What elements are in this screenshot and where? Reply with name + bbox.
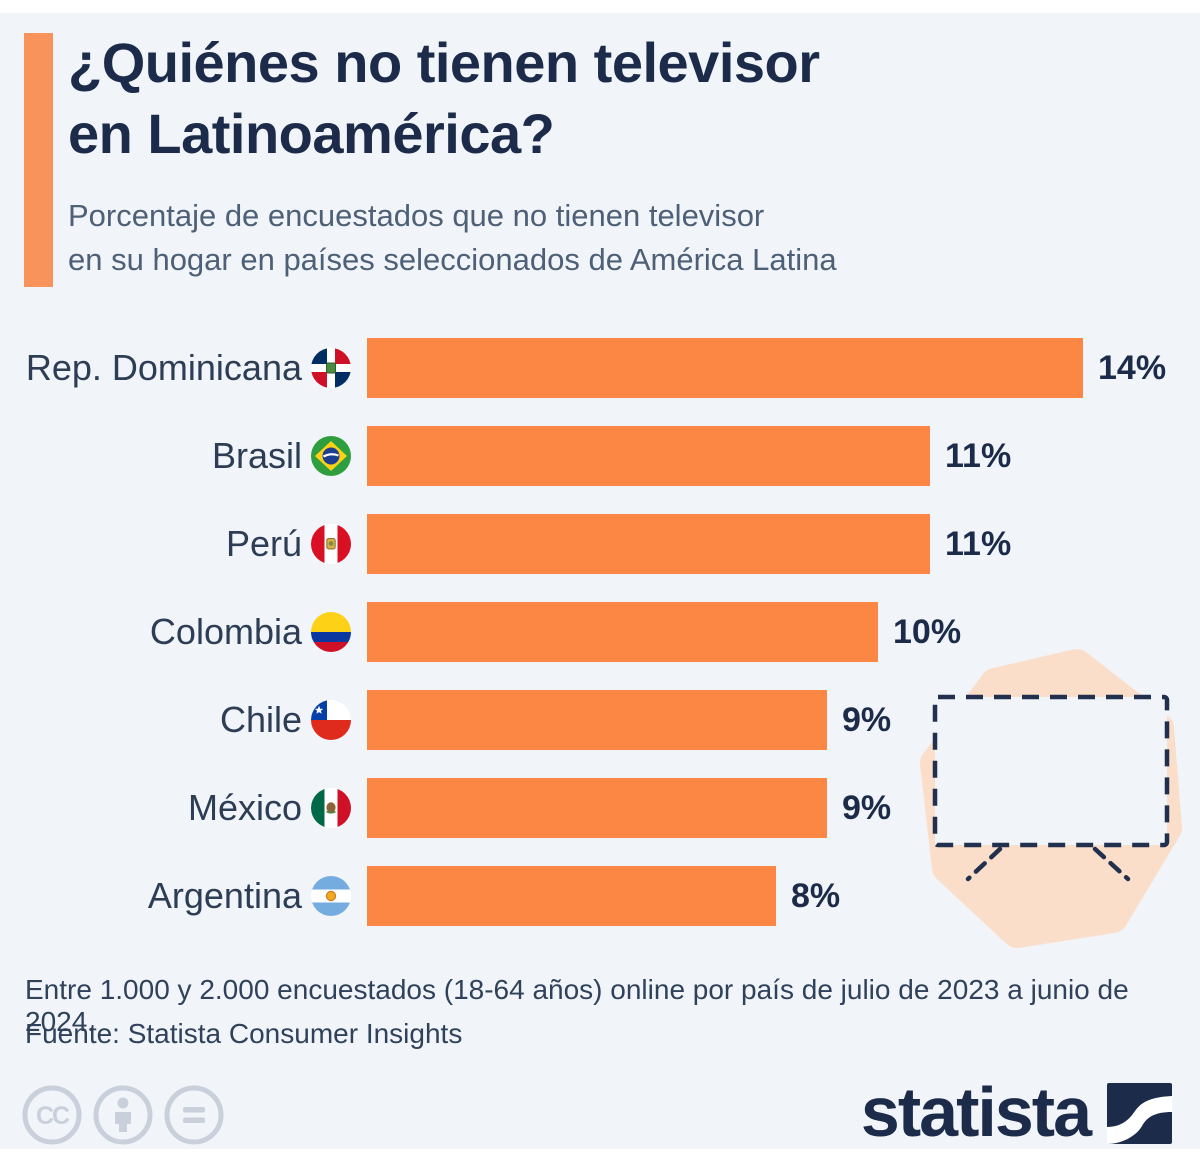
value-label: 9%	[842, 788, 892, 827]
value-bar	[367, 426, 930, 486]
country-label-group: Perú	[0, 523, 351, 565]
chart-subtitle: Porcentaje de encuestados que no tienen …	[68, 194, 837, 282]
country-label: Brasil	[211, 435, 302, 476]
chile-flag-icon	[311, 700, 351, 740]
license-icons: CC	[21, 1084, 225, 1146]
top-margin	[0, 0, 1200, 13]
country-label: Rep. Dominicana	[25, 347, 302, 388]
dominican-republic-flag-icon	[311, 348, 351, 388]
survey-note: Entre 1.000 y 2.000 encuestados (18-64 a…	[25, 974, 1129, 1037]
country-label: México	[187, 787, 302, 828]
country-label-group: Colombia	[0, 611, 351, 653]
chart-row: Rep. Dominicana 14%	[0, 324, 1200, 412]
bottom-margin	[0, 1149, 1200, 1155]
value-bar	[367, 778, 827, 838]
country-label: Argentina	[147, 875, 302, 916]
value-bar	[367, 866, 776, 926]
tv-illustration	[920, 649, 1182, 948]
brazil-flag-icon	[311, 436, 351, 476]
value-bar	[367, 690, 827, 750]
chart-row: México 9%	[0, 764, 1200, 852]
country-label: Perú	[225, 523, 302, 564]
subtitle-line-2: en su hogar en países seleccionados de A…	[68, 242, 837, 278]
value-label: 11%	[945, 524, 1012, 563]
statista-logo: statista	[860, 1073, 1172, 1152]
chart-row: Chile 9%	[0, 676, 1200, 764]
title-line-2: en Latinoamérica?	[68, 101, 555, 165]
value-label: 8%	[791, 876, 841, 915]
country-label-group: México	[0, 787, 351, 829]
attribution-icon	[93, 1085, 153, 1145]
bar-chart: Rep. Dominicana 14% Brasil 11% Perú 11% Colomb…	[0, 324, 1200, 940]
country-label: Colombia	[149, 611, 302, 652]
chart-row: Brasil 11%	[0, 412, 1200, 500]
statista-logo-mark	[1107, 1083, 1172, 1144]
statista-logo-text: statista	[860, 1073, 1092, 1152]
country-label-group: Argentina	[0, 875, 351, 917]
tv-leg-left	[965, 846, 1003, 882]
chart-row: Argentina 8%	[0, 852, 1200, 940]
value-bar	[367, 514, 930, 574]
peru-flag-icon	[311, 524, 351, 564]
source-note: Fuente: Statista Consumer Insights	[25, 1018, 463, 1049]
value-bar	[367, 602, 878, 662]
mexico-flag-icon	[311, 788, 351, 828]
tv-leg-right	[1092, 846, 1131, 882]
chart-row: Colombia 10%	[0, 588, 1200, 676]
value-label: 14%	[1098, 348, 1167, 387]
svg-text:CC: CC	[36, 1102, 70, 1130]
chart-row: Perú 11%	[0, 500, 1200, 588]
country-label-group: Brasil	[0, 435, 351, 477]
title-accent-bar	[24, 33, 53, 287]
cc-icon: CC	[22, 1085, 82, 1145]
value-label: 11%	[945, 436, 1012, 475]
argentina-flag-icon	[311, 876, 351, 916]
title-line-1: ¿Quiénes no tienen televisor	[68, 31, 820, 94]
country-label-group: Chile	[0, 699, 351, 741]
value-label: 9%	[842, 700, 892, 739]
subtitle-line-1: Porcentaje de encuestados que no tienen …	[68, 198, 765, 233]
colombia-flag-icon	[311, 612, 351, 652]
page-title: ¿Quiénes no tienen televisor en Latinoamé…	[68, 28, 820, 169]
tv-screen	[932, 694, 1170, 848]
equal-icon	[164, 1085, 224, 1145]
value-bar	[367, 338, 1083, 398]
country-label: Chile	[219, 699, 302, 740]
country-label-group: Rep. Dominicana	[0, 347, 351, 389]
value-label: 10%	[893, 612, 962, 651]
